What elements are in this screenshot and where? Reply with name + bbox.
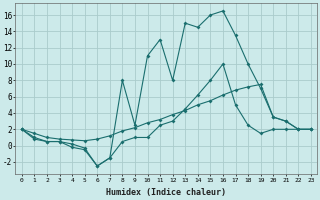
X-axis label: Humidex (Indice chaleur): Humidex (Indice chaleur) [106,188,226,197]
